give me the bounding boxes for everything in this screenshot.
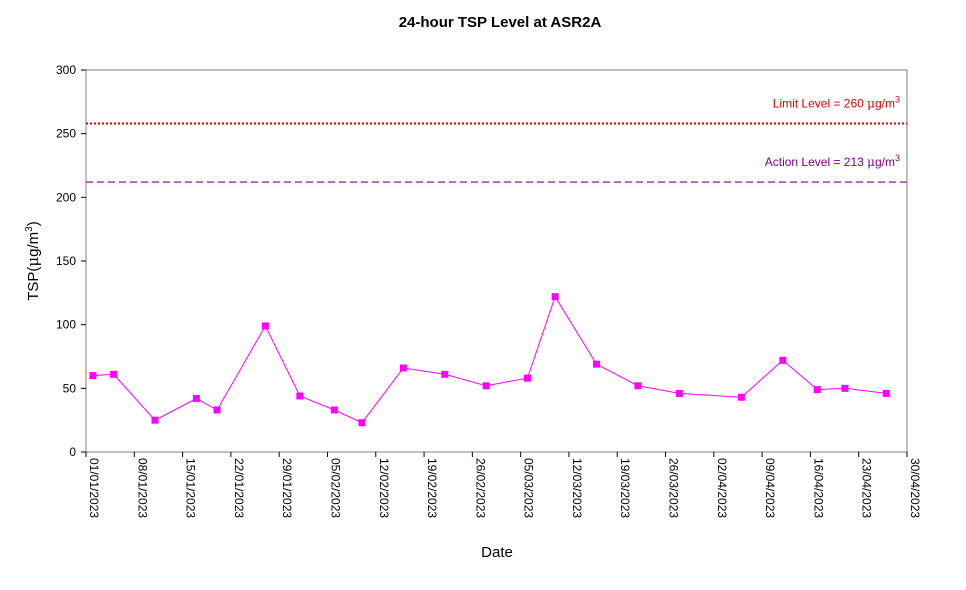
x-tick-label: 12/02/2023 — [377, 458, 391, 518]
data-point-marker — [261, 322, 269, 330]
y-axis-label-suffix: ) — [25, 221, 42, 226]
y-tick-label: 300 — [56, 63, 76, 77]
y-axis-label-sup: 3 — [24, 226, 35, 232]
y-tick-label: 200 — [56, 190, 76, 204]
x-axis: 01/01/2023 08/01/2023 15/01/2023 22/01/2023… — [85, 452, 922, 518]
data-point-marker — [882, 389, 890, 397]
data-point-marker — [213, 406, 221, 414]
y-axis-label: TSP(μg/m3) — [24, 221, 42, 301]
action-level-label: Action Level = 213 μg/m3 — [765, 153, 900, 169]
data-point-marker — [675, 389, 683, 397]
y-tick-label: 100 — [56, 318, 76, 332]
data-point-marker — [358, 419, 366, 427]
data-point-marker — [110, 370, 118, 378]
data-point-marker — [441, 370, 449, 378]
x-tick-label: 01/01/2023 — [87, 458, 101, 518]
data-point-marker — [634, 382, 642, 390]
chart-title: 24-hour TSP Level at ASR2A — [399, 14, 602, 31]
x-tick-label: 16/04/2023 — [811, 458, 825, 518]
y-axis: 0 50 100 150 200 250 300 — [56, 63, 86, 459]
y-axis-label-prefix: TSP( — [25, 267, 42, 301]
data-point-marker — [551, 293, 559, 301]
data-point-marker — [813, 386, 821, 394]
data-point-marker — [89, 372, 97, 380]
x-tick-label: 23/04/2023 — [860, 458, 874, 518]
data-point-marker — [779, 356, 787, 364]
x-tick-label: 05/03/2023 — [522, 458, 536, 518]
reference-lines: Limit Level = 260 μg/m3 Action Level = 21… — [86, 94, 907, 183]
x-tick-label: 19/03/2023 — [618, 458, 632, 518]
series-group — [89, 293, 890, 427]
data-point-marker — [737, 393, 745, 401]
y-tick-label: 50 — [63, 381, 77, 395]
x-tick-label: 29/01/2023 — [280, 458, 294, 518]
y-tick-label: 250 — [56, 127, 76, 141]
y-tick-label: 150 — [56, 254, 76, 268]
y-axis-label-unit: g/m — [25, 232, 42, 257]
data-point-marker — [192, 395, 200, 403]
x-tick-label: 09/04/2023 — [763, 458, 777, 518]
x-tick-label: 22/01/2023 — [232, 458, 246, 518]
data-point-marker — [841, 384, 849, 392]
x-tick-label: 26/03/2023 — [667, 458, 681, 518]
x-tick-label: 19/02/2023 — [425, 458, 439, 518]
data-point-marker — [151, 416, 159, 424]
data-point-marker — [399, 364, 407, 372]
x-tick-label: 15/01/2023 — [184, 458, 198, 518]
x-tick-label: 08/01/2023 — [135, 458, 149, 518]
plot-area — [85, 69, 908, 453]
limit-level-label: Limit Level = 260 μg/m3 — [773, 94, 900, 110]
data-point-marker — [524, 374, 532, 382]
series-line — [92, 295, 887, 424]
y-tick-label: 0 — [69, 445, 76, 459]
data-point-marker — [330, 406, 338, 414]
x-tick-label: 05/02/2023 — [328, 458, 342, 518]
x-tick-label: 26/02/2023 — [473, 458, 487, 518]
data-point-marker — [296, 392, 304, 400]
x-tick-label: 30/04/2023 — [908, 458, 922, 518]
data-point-marker — [593, 360, 601, 368]
data-point-marker — [482, 382, 490, 390]
x-tick-label: 02/04/2023 — [715, 458, 729, 518]
y-axis-label-mu: μ — [24, 257, 42, 267]
x-tick-label: 12/03/2023 — [570, 458, 584, 518]
x-axis-label: Date — [481, 544, 513, 561]
